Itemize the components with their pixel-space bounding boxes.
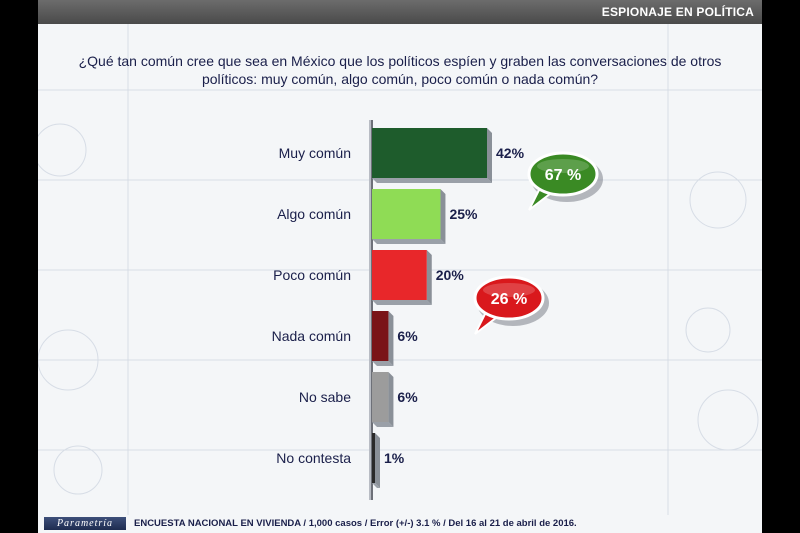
bar-shadow [372, 178, 492, 183]
value-label: 1% [384, 450, 405, 466]
value-label: 20% [436, 267, 465, 283]
bar-side [426, 250, 432, 305]
callout-label: 26 % [491, 291, 527, 308]
bar-shadow [372, 239, 446, 244]
value-label: 25% [449, 206, 478, 222]
callout-shine [483, 283, 535, 297]
category-label: Muy común [279, 145, 351, 161]
header-title: ESPIONAJE EN POLÍTICA [601, 5, 754, 19]
bar-1 [372, 189, 441, 239]
question-line-1: ¿Qué tan común cree que sea en México qu… [78, 53, 722, 69]
value-label: 42% [496, 145, 525, 161]
bar-2 [372, 250, 427, 300]
category-label: No contesta [276, 450, 351, 466]
callout-bubble [473, 275, 545, 321]
bar-3 [372, 311, 389, 361]
callout-label: 67 % [545, 167, 581, 184]
bar-shadow [372, 300, 432, 305]
footer-note: ENCUESTA NACIONAL EN VIVIENDA / 1,000 ca… [134, 518, 577, 529]
value-label: 6% [397, 328, 418, 344]
bar-shadow [372, 361, 394, 366]
bar-side [388, 311, 394, 366]
bar-shadow [372, 483, 380, 488]
bar-side [440, 189, 446, 244]
bar-side [487, 128, 492, 183]
bar-chart: Muy común 42% Algo común 25% Poco común 20% Na… [272, 120, 603, 500]
value-label: 6% [397, 389, 418, 405]
category-label: No sabe [299, 389, 351, 405]
survey-slide: ESPIONAJE EN POLÍTICA ¿Qué tan común cre… [38, 0, 762, 533]
survey-question: ¿Qué tan común cree que sea en México qu… [38, 52, 762, 88]
category-label: Algo común [277, 206, 351, 222]
category-label: Nada común [272, 328, 351, 344]
bar-side [388, 372, 394, 427]
bar-0 [372, 128, 487, 178]
question-line-2: políticos: muy común, algo común, poco c… [201, 71, 599, 87]
bar-shadow [372, 422, 394, 427]
background-watermark [38, 24, 762, 515]
callout-bubble [527, 151, 599, 197]
bar-4 [372, 372, 389, 422]
header-bar: ESPIONAJE EN POLÍTICA [38, 0, 762, 24]
axis-line [371, 120, 373, 500]
bar-side [375, 433, 380, 488]
footer-logo: Parametría [44, 517, 126, 530]
bar-5 [372, 433, 375, 483]
callout-shine [537, 159, 589, 173]
footer: Parametría ENCUESTA NACIONAL EN VIVIENDA… [38, 515, 762, 533]
category-label: Poco común [273, 267, 351, 283]
